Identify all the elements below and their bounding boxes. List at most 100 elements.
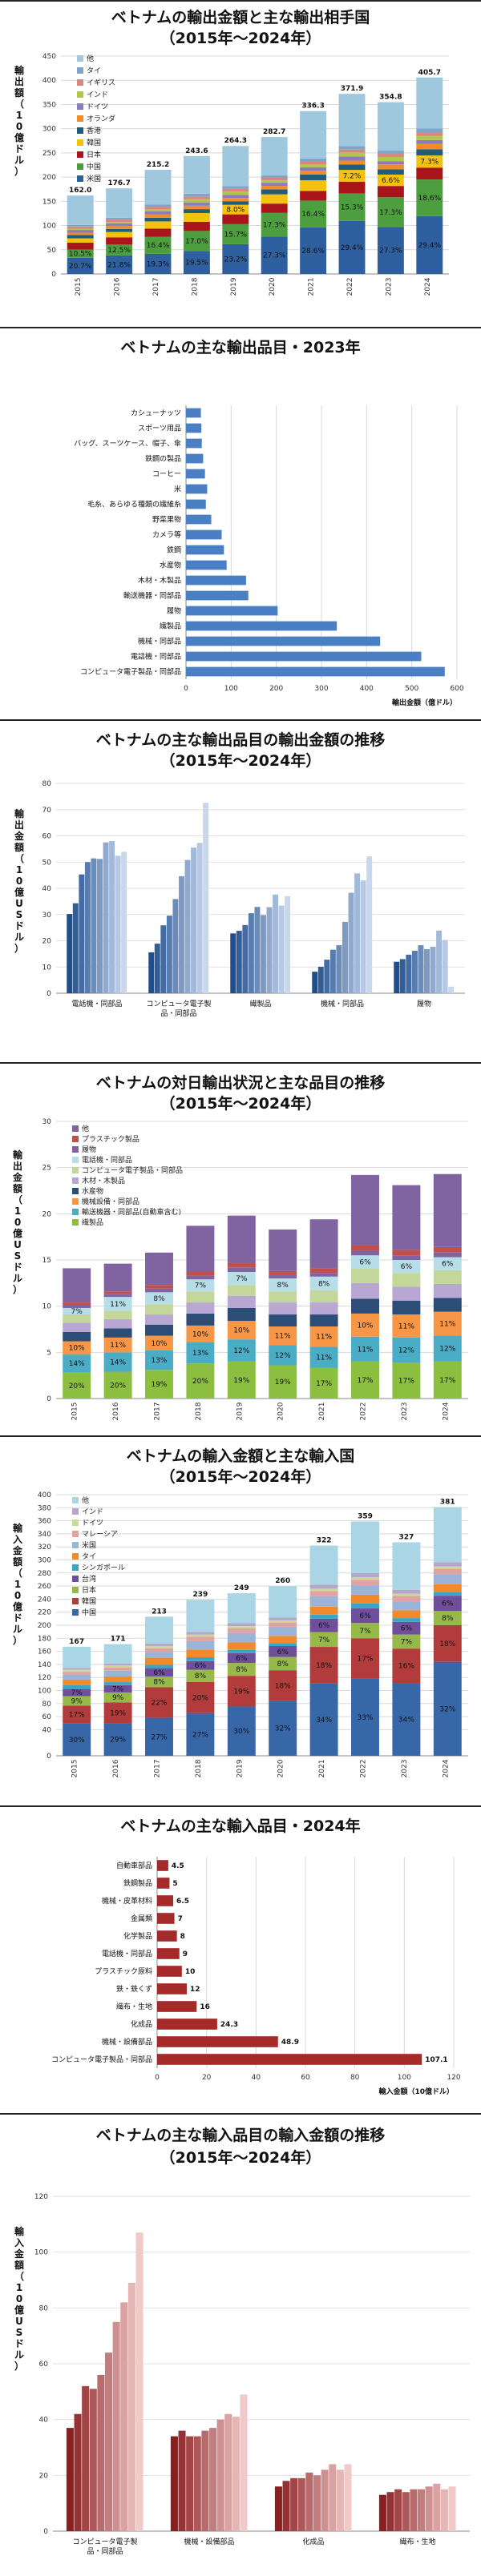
bar-total-label: 322 [317,1537,332,1545]
bar-segment [351,1250,379,1256]
segment-label: 6.6% [382,177,400,185]
chart-subtitle: （2015年～2024年） [160,1095,321,1113]
x-tick-label: 2017 [154,1403,162,1421]
bar-segment [416,179,443,216]
category-label: プラスチック原料 [95,1966,152,1976]
category-label: 電話機・同部品 [131,652,181,662]
segment-label: 28.6% [301,248,325,256]
bar-segment [269,1291,297,1303]
bar-segment [186,1342,215,1364]
bar-segment [392,1250,421,1256]
bar-segment [227,1676,256,1707]
x-tick-label: 2022 [360,1403,368,1421]
bar [186,621,338,631]
segment-label: 19.3% [147,260,170,268]
legend-label: タイ [87,66,101,75]
y-axis-label: 輸出金額（ 1 0 億 U S ドル） [12,1149,23,1295]
bar-segment [183,196,210,199]
bar [203,803,209,993]
segment-label: 29.4% [341,244,364,252]
bar-segment [392,1589,421,1594]
segment-label: 8.0% [226,207,245,215]
bar-segment [145,1652,173,1658]
bar-total-label: 243.6 [185,147,208,155]
bar-segment [227,1307,256,1322]
bar-segment [106,188,133,218]
segment-label: 6% [442,1600,454,1608]
export-partners-chart: 0 50 100 150 200 250 300 350 400 450 輸出額（ 1 0 億ドル） 20.… [14,53,449,296]
segment-label: 11% [316,1334,332,1342]
chart-title: ベトナムの主な輸出品目の輸出金額の推移 [95,731,386,749]
bar-segment [186,1325,215,1342]
bar-segment [433,1611,462,1625]
bar [97,2374,105,2531]
bar [448,986,455,993]
bar-segment [222,186,249,189]
bar-segment [186,1632,215,1635]
bar [79,874,85,993]
segment-label: 8% [195,1672,207,1680]
bar-segment [183,199,210,203]
x-tick-label: 2023 [401,1760,409,1778]
bar-segment [63,1268,91,1303]
y-tick-label: 400 [38,1491,51,1499]
legend-label: 中国 [87,162,101,171]
bar-segment [416,135,443,140]
bar [121,851,127,993]
bar-segment [186,1713,215,1756]
bar [67,914,73,993]
y-tick-label: 80 [42,1701,52,1709]
legend-swatch [72,1576,79,1582]
legend-label: プラスチック製品 [82,1134,139,1144]
y-tick-label: 40 [39,2417,49,2425]
chart-subtitle: （2015年～2024年） [160,2149,321,2167]
bar [285,896,291,993]
legend-swatch [77,175,83,182]
segment-label: 7% [401,1638,413,1646]
legend-label: 他 [82,1495,89,1505]
category-label: 化成品 [131,2019,152,2029]
segment-label: 16% [398,1663,414,1671]
category-label: 電話機・同部品 [102,1949,152,1958]
bar-segment [261,179,288,183]
bar-segment [103,1644,132,1664]
bar-segment [338,170,366,182]
bar-segment [145,1664,173,1668]
bar-segment [103,1291,132,1294]
bar-segment [63,1322,91,1332]
segment-label: 8% [236,1666,248,1674]
bar-segment [63,1331,91,1342]
bar [442,940,448,993]
bar-segment [269,1586,297,1618]
segment-label: 10.5% [69,251,92,259]
import-partners-chart: 0 40 60 80 100 120 140 160 180 200 220 240 260 280 300… [12,1491,468,1778]
bar-segment [63,1723,91,1756]
legend-label: シンガポール [82,1564,125,1572]
segment-label: 20% [110,1382,126,1390]
segment-label: 7% [112,1685,124,1693]
bar-segment [261,189,288,195]
x-tick-label: 2016 [112,1402,120,1420]
bar [209,2428,217,2531]
bar-segment [416,77,443,129]
legend-swatch [77,103,83,110]
y-tick-label: 350 [42,101,56,109]
bar-segment [222,198,249,202]
bar-segment [392,1314,421,1338]
x-tick-label: 100 [224,685,238,693]
bar-segment [63,1314,91,1323]
bar-total-label: 381 [440,1498,455,1506]
bar [112,2321,120,2531]
bar-segment [377,102,404,151]
x-tick-label: 20 [202,2074,212,2082]
bar-segment [183,205,210,210]
bar-segment [103,1352,132,1372]
bar-segment [63,1341,91,1354]
bar-segment [67,238,94,243]
bar-segment [269,1645,297,1657]
bar-total-label: 264.3 [224,137,247,145]
y-tick-label: 100 [34,2249,48,2257]
segment-label: 18.6% [418,195,442,203]
bar-segment [309,1367,338,1399]
x-tick-label: 2020 [277,1402,285,1420]
